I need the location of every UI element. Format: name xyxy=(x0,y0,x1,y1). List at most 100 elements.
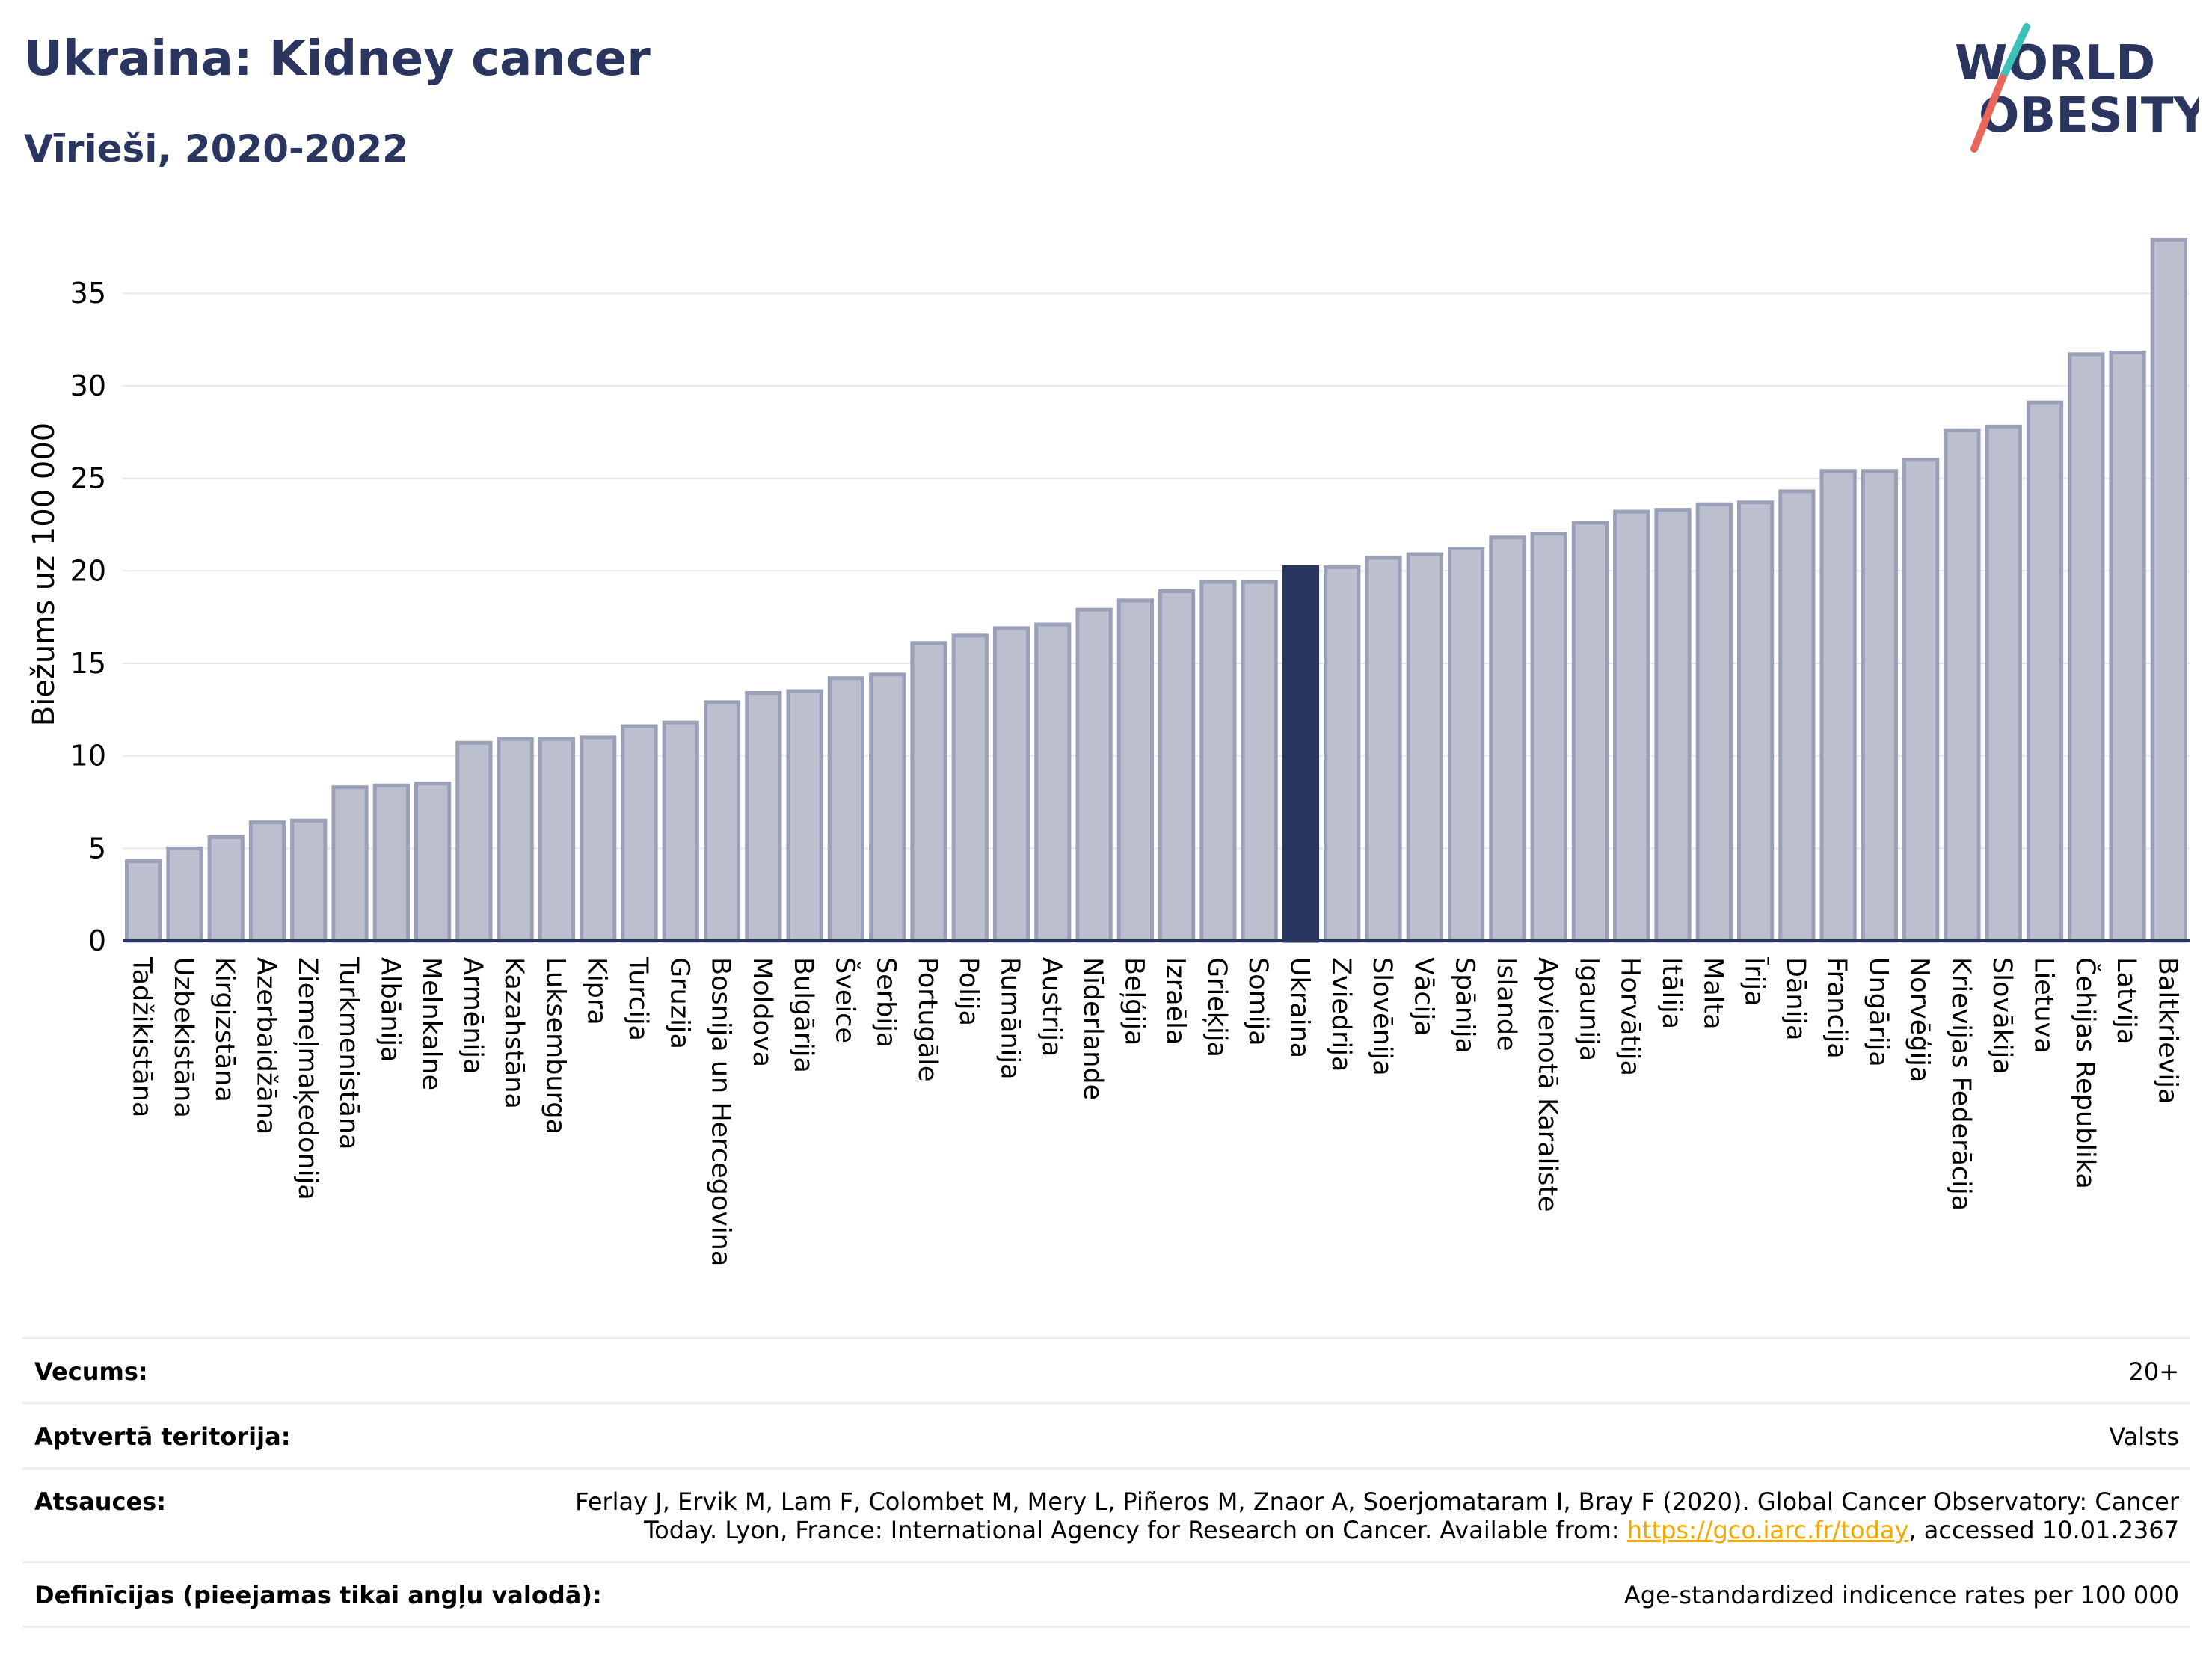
x-tick-label: Šveice xyxy=(829,957,861,1043)
info-value-territory: Valsts xyxy=(2109,1422,2179,1451)
info-label-territory: Aptvertā teritorija: xyxy=(34,1422,291,1451)
references-line2-post: , accessed 10.01.2367 xyxy=(1908,1516,2179,1544)
bar xyxy=(827,676,865,943)
info-label-references: Atsauces: xyxy=(34,1487,166,1516)
bar xyxy=(1613,509,1650,943)
bar xyxy=(414,782,452,943)
info-row-definitions: Definīcijas (pieejamas tikai angļu valod… xyxy=(22,1561,2190,1628)
y-axis-label: Biežums uz 100 000 xyxy=(27,423,61,727)
x-tick-label: Turkmenistāna xyxy=(334,957,363,1149)
info-table: Vecums: 20+ Aptvertā teritorija: Valsts … xyxy=(22,1337,2190,1628)
bar xyxy=(1944,428,1981,943)
bar xyxy=(455,740,493,943)
bar xyxy=(1241,580,1278,943)
bar xyxy=(951,633,989,943)
bar xyxy=(372,783,410,943)
x-tick-label: Zviedrija xyxy=(1326,957,1356,1072)
page-subtitle: Vīrieši, 2020-2022 xyxy=(24,127,408,171)
logo-line2: OBESITY xyxy=(1979,88,2199,144)
x-tick-label: Portugāle xyxy=(912,957,942,1082)
bar xyxy=(2068,352,2105,943)
bar xyxy=(1819,469,1857,943)
x-tick-label: Armēnija xyxy=(458,957,488,1074)
y-tick-label: 0 xyxy=(88,924,106,957)
x-tick-label: Bosnija un Hercegovina xyxy=(706,957,736,1266)
bar xyxy=(207,835,245,943)
x-tick-label: Baltkrievija xyxy=(2152,957,2182,1104)
bar xyxy=(745,691,782,943)
bar xyxy=(1447,547,1485,943)
info-row-territory: Aptvertā teritorija: Valsts xyxy=(22,1402,2190,1467)
x-tick-label: Kazahstāna xyxy=(499,957,529,1109)
y-tick-label: 25 xyxy=(70,462,106,495)
bar xyxy=(580,735,617,943)
x-tick-label: Vācija xyxy=(1408,957,1438,1037)
x-tick-label: Francija xyxy=(1822,957,1852,1059)
x-tick-label: Serbija xyxy=(871,957,901,1048)
bar xyxy=(621,724,658,943)
bar xyxy=(910,641,947,943)
x-tick-label: Rumānija xyxy=(995,957,1025,1080)
x-tick-label: Malta xyxy=(1698,957,1727,1030)
y-tick-label: 20 xyxy=(70,554,106,587)
x-tick-label: Izraēla xyxy=(1161,957,1191,1045)
x-tick-label: Slovēnija xyxy=(1367,957,1397,1076)
x-tick-label: Beļģija xyxy=(1119,957,1149,1045)
bar xyxy=(125,859,162,943)
x-tick-label: Albānija xyxy=(375,957,405,1062)
bar xyxy=(1489,535,1526,943)
x-tick-label: Slovākija xyxy=(1987,957,2017,1075)
bar xyxy=(1861,469,1899,943)
x-tick-label: Norvēģija xyxy=(1905,957,1935,1082)
bar xyxy=(497,737,534,943)
page-title: Ukraina: Kidney cancer xyxy=(24,31,651,87)
bar xyxy=(1778,489,1816,943)
bar xyxy=(248,820,286,943)
y-tick-label: 30 xyxy=(70,369,106,402)
bar xyxy=(1571,521,1609,943)
x-tick-label: Tadžikistāna xyxy=(127,957,157,1117)
info-row-references: Atsauces: Ferlay J, Ervik M, Lam F, Colo… xyxy=(22,1467,2190,1561)
x-tick-label: Polija xyxy=(953,957,983,1026)
y-tick-label: 15 xyxy=(70,647,106,680)
x-tick-label: Apvienotā Karaliste xyxy=(1532,957,1562,1212)
info-value-age: 20+ xyxy=(2128,1357,2179,1386)
bar xyxy=(2026,400,2064,943)
bar xyxy=(1075,607,1113,943)
x-tick-label: Austrija xyxy=(1036,957,1066,1057)
bar xyxy=(1324,565,1361,943)
x-tick-label: Latvija xyxy=(2111,957,2141,1044)
x-tick-label: Turcija xyxy=(623,957,653,1041)
bar xyxy=(703,700,741,943)
bar xyxy=(1985,424,2022,943)
bar xyxy=(662,720,699,943)
bar xyxy=(331,785,369,943)
bar xyxy=(1406,552,1443,943)
bar-highlight xyxy=(1282,565,1320,943)
bar xyxy=(538,737,576,943)
info-row-age: Vecums: 20+ xyxy=(22,1337,2190,1402)
bar xyxy=(992,626,1030,943)
y-tick-label: 10 xyxy=(70,740,106,773)
x-tick-label: Krievijas Federācija xyxy=(1946,957,1976,1211)
x-tick-label: Horvātija xyxy=(1615,957,1645,1076)
x-tick-label: Gruzija xyxy=(664,957,694,1049)
references-line1: Ferlay J, Ervik M, Lam F, Colombet M, Me… xyxy=(575,1487,2179,1516)
x-tick-label: Azerbaidžāna xyxy=(251,957,280,1134)
y-tick-label: 35 xyxy=(70,277,106,310)
x-tick-label: Čehijas Republika xyxy=(2070,957,2101,1189)
bar xyxy=(290,818,328,943)
x-tick-label: Kirgizstāna xyxy=(209,957,239,1102)
references-link[interactable]: https://gco.iarc.fr/today xyxy=(1626,1516,1909,1544)
bar xyxy=(1034,622,1072,943)
x-tick-label: Itālija xyxy=(1656,957,1686,1029)
x-tick-label: Nīderlande xyxy=(1078,957,1107,1100)
bar xyxy=(1695,502,1733,943)
x-tick-label: Ziemeļmaķedonija xyxy=(292,957,322,1200)
bar xyxy=(1736,500,1775,943)
x-tick-label: Moldova xyxy=(747,957,777,1067)
bar xyxy=(869,672,906,943)
info-value-references: Ferlay J, Ervik M, Lam F, Colombet M, Me… xyxy=(575,1487,2179,1544)
references-line2-pre: Today. Lyon, France: International Agenc… xyxy=(644,1516,1627,1544)
bar xyxy=(1158,589,1196,943)
